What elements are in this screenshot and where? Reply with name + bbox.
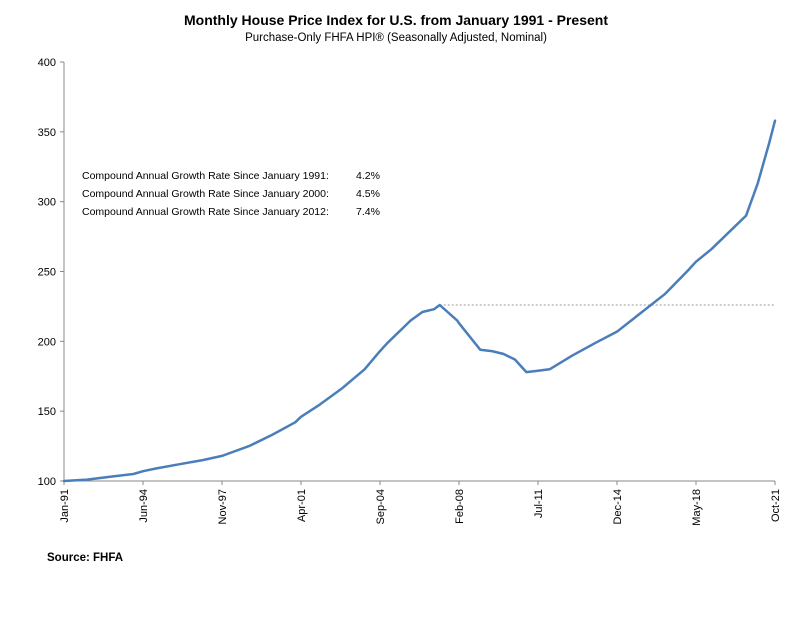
x-tick-label: Feb-08 [454,489,466,524]
x-tick-label: Oct-21 [770,489,782,522]
y-tick-label: 400 [38,57,56,69]
y-tick-label: 350 [38,127,56,139]
x-tick-label: Sep-04 [375,489,387,524]
series-line [62,119,777,483]
annotation-value: 4.2% [356,170,380,182]
annotation-value: 7.4% [356,206,380,218]
y-tick-label: 200 [38,336,56,348]
x-tick-label: Dec-14 [612,489,624,524]
chart-subtitle: Purchase-Only FHFA HPI® (Seasonally Adju… [245,32,547,44]
y-tick-label: 150 [38,406,56,418]
x-tick-label: Nov-97 [217,489,229,524]
y-tick-label: 300 [38,197,56,209]
series-group [62,119,777,483]
y-tick-label: 100 [38,476,56,488]
chart-title: Monthly House Price Index for U.S. from … [183,12,608,28]
x-tick-label: Jun-94 [138,489,150,523]
annotation-group: Compound Annual Growth Rate Since Januar… [82,170,380,218]
annotation-label: Compound Annual Growth Rate Since Januar… [82,170,329,182]
y-tick-label: 250 [38,267,56,279]
x-tick-label: May-18 [691,489,703,526]
x-tick-label: Jul-11 [533,489,545,518]
annotation-label: Compound Annual Growth Rate Since Januar… [82,206,329,218]
annotation-value: 4.5% [356,188,380,200]
x-tick-label: Jan-91 [59,489,71,523]
axes: 100 150 200 250 300 350 400 Jan-91 Jun-94 Nov-97 A… [38,57,782,526]
source-note: Source: FHFA [47,552,124,564]
annotation-label: Compound Annual Growth Rate Since Januar… [82,188,329,200]
x-tick-label: Apr-01 [296,489,308,522]
